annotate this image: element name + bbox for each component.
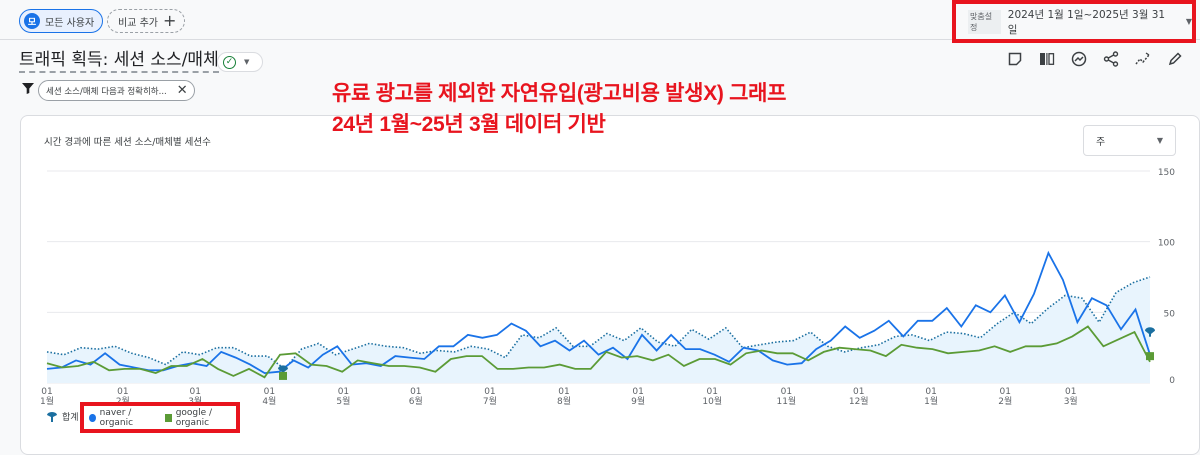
svg-text:01: 01: [338, 387, 349, 397]
date-range-value: 2024년 1월 1일~2025년 3월 31일: [1007, 8, 1166, 36]
plus-icon: +: [162, 11, 177, 30]
svg-text:01: 01: [707, 387, 718, 397]
svg-text:50: 50: [1164, 309, 1176, 319]
date-range-picker[interactable]: 맞춤설정 2024년 1월 1일~2025년 3월 31일 ▼: [952, 0, 1196, 43]
svg-text:01: 01: [558, 387, 569, 397]
chart-card: [20, 115, 1200, 455]
annotation-overlay: 유료 광고를 제외한 자연유입(광고비용 발생X) 그래프 24년 1월~25년…: [332, 78, 786, 140]
chevron-down-icon: ▼: [1156, 136, 1163, 145]
svg-text:01: 01: [117, 387, 128, 397]
svg-text:01: 01: [410, 387, 421, 397]
svg-text:1월: 1월: [924, 395, 938, 407]
svg-text:1월: 1월: [40, 395, 54, 407]
svg-text:01: 01: [925, 387, 936, 397]
svg-text:9월: 9월: [631, 395, 645, 407]
svg-text:10월: 10월: [702, 395, 722, 407]
svg-text:6월: 6월: [409, 395, 423, 407]
segment-avatar: 모: [24, 13, 40, 29]
svg-text:01: 01: [853, 387, 864, 397]
legend-google-label[interactable]: google / organic: [175, 407, 213, 428]
filter-icon: [22, 82, 34, 98]
date-preset-label: 맞춤설정: [968, 9, 1001, 34]
granularity-value: 주: [1096, 137, 1106, 148]
legend-total[interactable]: 합계: [46, 410, 79, 423]
svg-text:11월: 11월: [776, 395, 796, 407]
svg-text:0: 0: [1169, 376, 1175, 386]
svg-text:01: 01: [781, 387, 792, 397]
share-icon[interactable]: [1102, 50, 1120, 68]
chevron-down-icon: ▼: [244, 58, 250, 66]
insights-icon[interactable]: [1070, 50, 1088, 68]
legend-naver-label[interactable]: naver / organic: [99, 407, 134, 428]
svg-text:8월: 8월: [557, 395, 571, 407]
close-icon[interactable]: ✕: [176, 83, 188, 98]
svg-text:5월: 5월: [336, 395, 350, 407]
check-circle-icon: ✓: [223, 55, 236, 69]
svg-text:01: 01: [264, 387, 275, 397]
svg-text:3월: 3월: [1064, 395, 1078, 407]
google-series-square: [165, 413, 172, 422]
svg-text:7월: 7월: [483, 395, 497, 407]
svg-text:4월: 4월: [262, 395, 276, 407]
granularity-select[interactable]: 주 ▼: [1083, 125, 1176, 156]
sessions-line-chart[interactable]: 050100150011월012월013월014월015월016월017월018…: [0, 0, 1200, 440]
filter-chip[interactable]: 세션 소스/매체 다음과 정확히하... ✕: [38, 80, 195, 101]
legend-total-label: 합계: [62, 413, 79, 423]
filter-chip-label: 세션 소스/매체 다음과 정확히하...: [46, 86, 167, 97]
legend-highlight-box: naver / organic google / organic: [80, 402, 240, 433]
annotation-line-1: 유료 광고를 제외한 자연유입(광고비용 발생X) 그래프: [332, 82, 787, 105]
svg-text:01: 01: [1000, 387, 1011, 397]
edit-icon[interactable]: [1166, 50, 1184, 68]
segment-chip-all-users[interactable]: 모 모든 사용자: [19, 9, 104, 33]
svg-text:100: 100: [1158, 239, 1175, 249]
trend-icon[interactable]: [1134, 50, 1152, 68]
svg-text:01: 01: [484, 387, 495, 397]
chart-title: 시간 경과에 따른 세션 소스/매체별 세션수: [44, 137, 211, 148]
status-dropdown[interactable]: ✓ ▼: [217, 52, 263, 72]
chevron-down-icon: ▼: [1185, 17, 1192, 26]
svg-text:01: 01: [41, 387, 52, 397]
add-comparison-label: 비교 추가: [118, 17, 158, 29]
svg-text:150: 150: [1158, 168, 1175, 178]
svg-text:12월: 12월: [849, 395, 869, 407]
add-comparison-button[interactable]: 비교 추가 +: [107, 9, 186, 33]
svg-text:01: 01: [189, 387, 200, 397]
svg-text:01: 01: [632, 387, 643, 397]
note-icon[interactable]: [1006, 50, 1024, 68]
total-pin-icon: [47, 411, 57, 422]
report-toolbar: [1006, 50, 1184, 68]
segment-label: 모든 사용자: [45, 17, 95, 29]
svg-text:2월: 2월: [998, 395, 1012, 407]
page-title[interactable]: 트래픽 획득: 세션 소스/매체: [19, 50, 219, 73]
svg-text:01: 01: [1065, 387, 1076, 397]
annotation-line-2: 24년 1월~25년 3월 데이터 기반: [332, 113, 606, 136]
compare-columns-icon[interactable]: [1038, 50, 1056, 68]
naver-series-dot: [89, 413, 96, 422]
